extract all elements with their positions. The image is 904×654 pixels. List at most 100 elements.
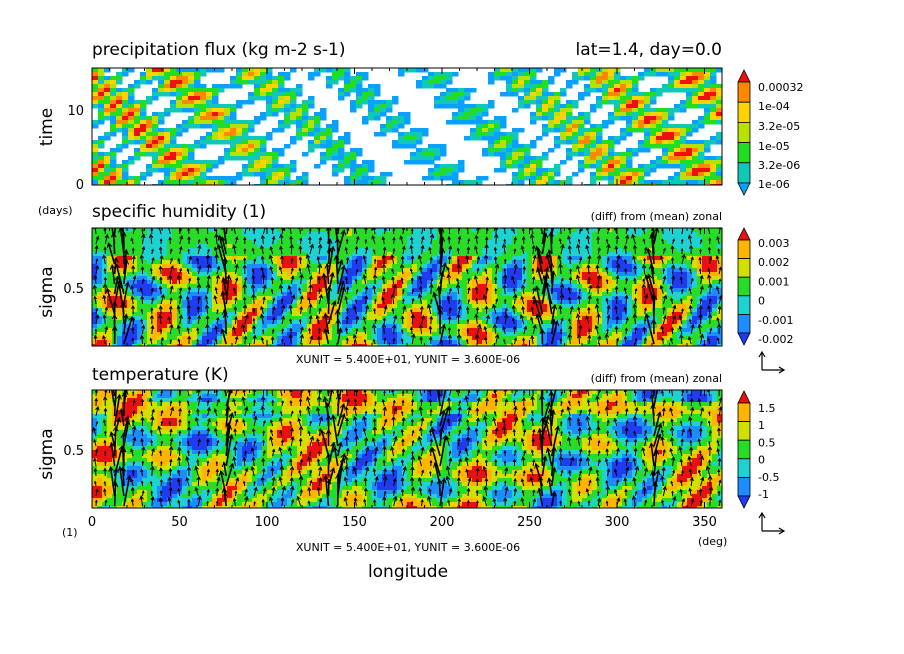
field-cell xyxy=(487,252,493,257)
field-cell xyxy=(682,304,688,309)
field-cell xyxy=(578,136,585,141)
field-cell xyxy=(647,260,653,265)
field-cell xyxy=(452,264,458,269)
field-cell xyxy=(192,320,198,325)
field-cell xyxy=(440,152,447,157)
field-cell xyxy=(512,280,518,285)
field-cell xyxy=(404,112,411,117)
field-cell xyxy=(597,304,603,309)
field-cell xyxy=(662,128,669,133)
field-cell xyxy=(692,80,699,85)
field-cell xyxy=(552,248,558,253)
field-cell xyxy=(717,236,722,241)
field-cell xyxy=(272,308,278,313)
field-cell xyxy=(152,76,159,81)
field-cell xyxy=(260,140,267,145)
field-cell xyxy=(312,268,318,273)
field-cell xyxy=(327,308,333,313)
field-cell xyxy=(297,300,303,305)
field-cell xyxy=(158,152,165,157)
field-cell xyxy=(530,68,537,73)
field-cell xyxy=(704,100,711,105)
field-cell xyxy=(552,244,558,249)
field-cell xyxy=(260,144,267,149)
field-cell xyxy=(387,300,393,305)
field-cell xyxy=(207,288,213,293)
field-cell xyxy=(98,116,105,121)
field-cell xyxy=(680,84,687,89)
field-cell xyxy=(177,276,183,281)
field-cell xyxy=(367,276,373,281)
field-cell xyxy=(507,260,513,265)
field-cell xyxy=(518,168,525,173)
field-cell xyxy=(494,68,501,73)
field-cell xyxy=(422,128,429,133)
field-cell xyxy=(642,248,648,253)
field-cell xyxy=(170,176,177,181)
field-cell xyxy=(132,308,138,313)
field-cell xyxy=(272,320,278,325)
field-cell xyxy=(572,288,578,293)
field-cell xyxy=(557,296,563,301)
field-cell xyxy=(272,164,279,169)
field-cell xyxy=(482,244,488,249)
field-cell xyxy=(332,268,338,273)
field-cell xyxy=(617,236,623,241)
field-cell xyxy=(682,240,688,245)
field-cell xyxy=(602,164,609,169)
field-cell xyxy=(407,240,413,245)
field-cell xyxy=(212,296,218,301)
field-cell xyxy=(92,156,99,161)
field-cell xyxy=(622,300,628,305)
field-cell xyxy=(597,296,603,301)
field-cell xyxy=(277,316,283,321)
field-cell xyxy=(187,312,193,317)
field-cell xyxy=(134,112,141,117)
field-cell xyxy=(582,252,588,257)
field-cell xyxy=(152,160,159,165)
field-cell xyxy=(332,168,339,173)
field-cell xyxy=(644,164,651,169)
field-cell xyxy=(386,108,393,113)
field-cell xyxy=(92,92,99,97)
field-cell xyxy=(122,284,128,289)
field-cell xyxy=(170,172,177,177)
field-cell xyxy=(627,296,633,301)
field-cell xyxy=(192,292,198,297)
field-cell xyxy=(277,248,283,253)
field-cell xyxy=(572,292,578,297)
field-cell xyxy=(467,284,473,289)
field-cell xyxy=(572,316,578,321)
field-cell xyxy=(307,252,313,257)
field-cell xyxy=(110,104,117,109)
field-cell xyxy=(614,88,621,93)
field-cell xyxy=(164,140,171,145)
field-cell xyxy=(622,248,628,253)
field-cell xyxy=(432,232,438,237)
field-cell xyxy=(698,100,705,105)
field-cell xyxy=(266,108,273,113)
field-cell xyxy=(97,280,103,285)
field-cell xyxy=(137,252,143,257)
field-cell xyxy=(112,272,118,277)
field-cell xyxy=(387,268,393,273)
field-cell xyxy=(97,228,103,233)
field-cell xyxy=(552,296,558,301)
field-cell xyxy=(117,268,123,273)
field-cell xyxy=(292,272,298,277)
field-cell xyxy=(187,268,193,273)
field-cell xyxy=(332,252,338,257)
field-cell xyxy=(337,256,343,261)
field-cell xyxy=(592,236,598,241)
field-cell xyxy=(134,136,141,141)
field-cell xyxy=(217,308,223,313)
field-cell xyxy=(262,264,268,269)
field-cell xyxy=(617,248,623,253)
field-cell xyxy=(332,140,339,145)
field-cell xyxy=(322,236,328,241)
field-cell xyxy=(237,240,243,245)
field-cell xyxy=(257,272,263,277)
field-cell xyxy=(650,116,657,121)
field-cell xyxy=(157,284,163,289)
field-cell xyxy=(507,256,513,261)
